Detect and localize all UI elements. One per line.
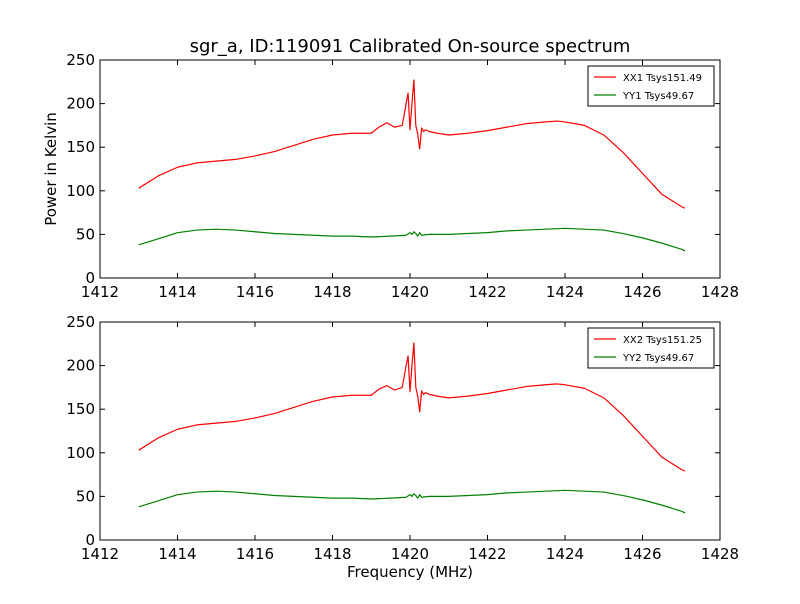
x-tick-label: 1426 bbox=[623, 545, 661, 563]
panel-2: 1412 1414 1416 1418 1420 1422 1424 1426 1428 0 50 1… bbox=[66, 313, 739, 563]
x-tick-label: 1414 bbox=[158, 545, 196, 563]
x-tick-label: 1416 bbox=[236, 283, 274, 301]
legend-box bbox=[587, 65, 715, 107]
legend-label: YY1 Tsys49.67 bbox=[622, 91, 694, 102]
y-tick-label: 200 bbox=[66, 95, 95, 113]
x-tick-label: 1428 bbox=[701, 545, 739, 563]
panel-1: 1412 1414 1416 1418 1420 1422 1424 1426 1428 0 50 1… bbox=[66, 51, 739, 301]
y-tick-label: 0 bbox=[85, 531, 95, 549]
x-tick-label: 1424 bbox=[546, 545, 584, 563]
legend-label: YY2 Tsys49.67 bbox=[622, 353, 694, 364]
x-tick-label: 1420 bbox=[391, 545, 429, 563]
x-tick-label: 1422 bbox=[468, 283, 506, 301]
y-tick-label: 50 bbox=[76, 225, 95, 243]
x-tick-label: 1412 bbox=[81, 283, 119, 301]
x-tick-label: 1414 bbox=[158, 283, 196, 301]
series-line-2-1 bbox=[138, 342, 686, 472]
x-axis-label: Frequency (MHz) bbox=[347, 563, 473, 581]
series-line-2-2 bbox=[138, 489, 686, 514]
x-tick-label: 1428 bbox=[701, 283, 739, 301]
y-tick-label: 100 bbox=[66, 182, 95, 200]
series-line-1-1 bbox=[138, 79, 686, 209]
legend-label: XX2 Tsys151.25 bbox=[623, 335, 702, 346]
chart-title: sgr_a, ID:119091 Calibrated On-source sp… bbox=[190, 36, 631, 57]
x-tick-label: 1426 bbox=[623, 283, 661, 301]
x-tick-label: 1422 bbox=[468, 545, 506, 563]
x-tick-label: 1420 bbox=[391, 283, 429, 301]
y-tick-label: 200 bbox=[66, 357, 95, 375]
panels: 1412 1414 1416 1418 1420 1422 1424 1426 1428 0 50 1… bbox=[66, 51, 739, 563]
legend-1: XX1 Tsys151.49 YY1 Tsys49.67 bbox=[587, 65, 715, 107]
y-tick-label: 150 bbox=[66, 400, 95, 418]
y-tick-label: 150 bbox=[66, 138, 95, 156]
x-tick-label: 1424 bbox=[546, 283, 584, 301]
y-tick-label: 250 bbox=[66, 313, 95, 331]
y-tick-label: 0 bbox=[85, 269, 95, 287]
y-tick-label: 100 bbox=[66, 444, 95, 462]
y-axis-label: Power in Kelvin bbox=[42, 112, 60, 226]
x-tick-label: 1418 bbox=[313, 545, 351, 563]
x-tick-label: 1412 bbox=[81, 545, 119, 563]
legend-box bbox=[587, 327, 715, 369]
legend-label: XX1 Tsys151.49 bbox=[623, 73, 702, 84]
x-tick-label: 1418 bbox=[313, 283, 351, 301]
series-line-1-2 bbox=[138, 227, 686, 252]
y-tick-label: 250 bbox=[66, 51, 95, 69]
legend-2: XX2 Tsys151.25 YY2 Tsys49.67 bbox=[587, 327, 715, 369]
y-tick-label: 50 bbox=[76, 487, 95, 505]
x-tick-label: 1416 bbox=[236, 545, 274, 563]
